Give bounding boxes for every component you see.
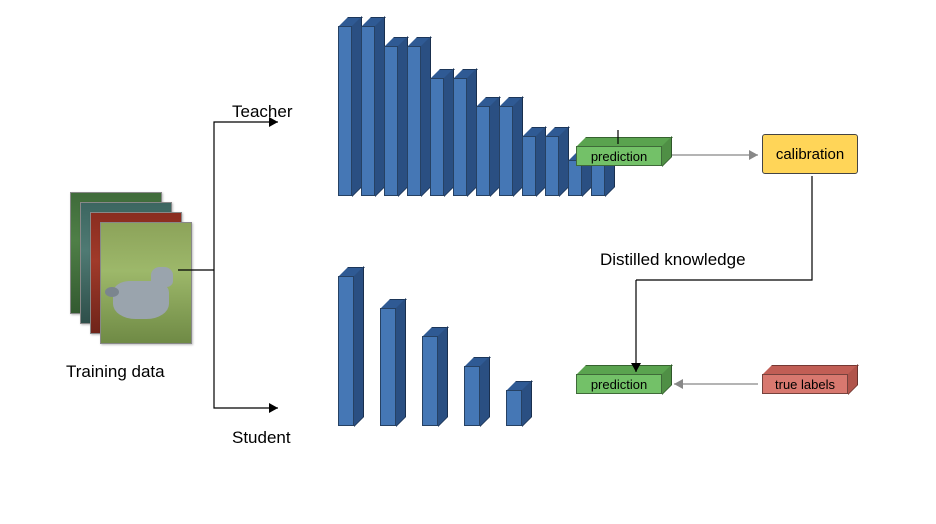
teacher-prediction: prediction xyxy=(576,146,671,175)
teacher-layer-bar xyxy=(384,46,407,205)
teacher-layer-bar xyxy=(430,78,453,205)
teacher-layer-bar xyxy=(338,26,361,205)
teacher-layer-bar xyxy=(407,46,430,205)
teacher-layer-bar xyxy=(522,136,545,205)
true-labels: true labels xyxy=(762,374,857,403)
teacher-layer-bar xyxy=(453,78,476,205)
training-image-card xyxy=(100,222,192,344)
training-data-label: Training data xyxy=(66,362,165,382)
teacher-label: Teacher xyxy=(232,102,292,122)
student-label: Student xyxy=(232,428,291,448)
student-prediction: prediction xyxy=(576,374,671,403)
student-layer-bar xyxy=(380,308,405,435)
student-layer-bar xyxy=(506,390,531,435)
student-layer-bar xyxy=(338,276,363,435)
student-layer-bar xyxy=(422,336,447,435)
calibration-box-label: calibration xyxy=(776,146,844,163)
distilled-knowledge-label: Distilled knowledge xyxy=(600,250,746,270)
training-data-stack xyxy=(70,192,190,342)
teacher-layer-bar xyxy=(476,106,499,205)
calibration-box: calibration xyxy=(762,134,858,174)
teacher-layer-bar xyxy=(545,136,568,205)
teacher-layer-bar xyxy=(361,26,384,205)
teacher-layer-bar xyxy=(499,106,522,205)
student-layer-bar xyxy=(464,366,489,435)
